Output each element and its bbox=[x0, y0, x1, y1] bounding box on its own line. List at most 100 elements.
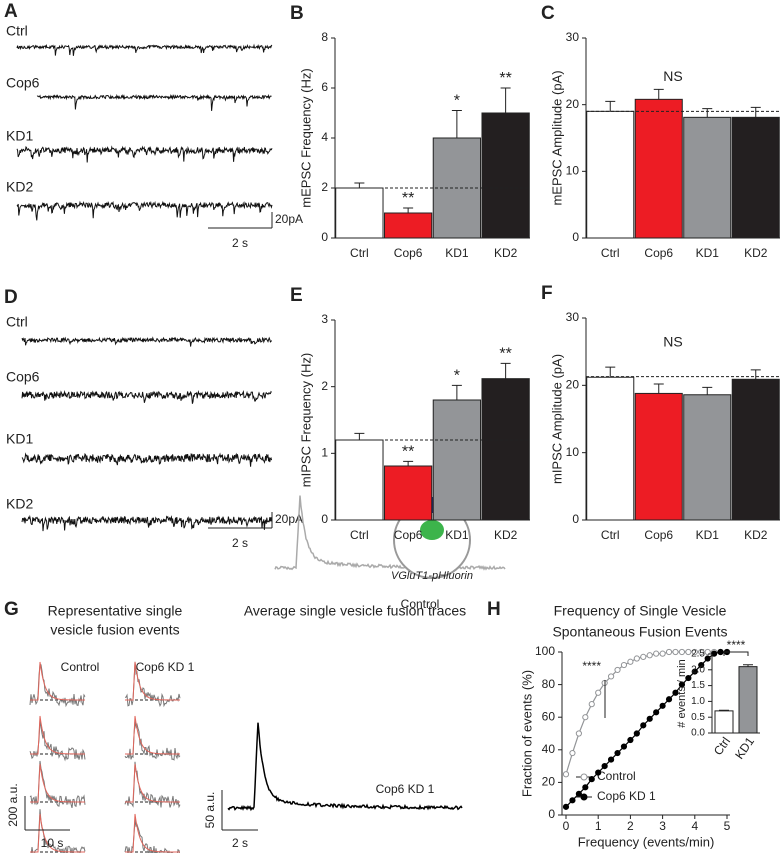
y-tick-label: 1.5 bbox=[691, 680, 705, 691]
bar bbox=[634, 392, 683, 521]
scale-label: 2 s bbox=[232, 236, 248, 250]
trace-label: KD1 bbox=[6, 431, 33, 447]
point bbox=[646, 715, 653, 722]
trace-label: Ctrl bbox=[6, 314, 28, 330]
fit bbox=[125, 715, 180, 755]
y-tick-label: 0 bbox=[572, 512, 579, 526]
bar bbox=[731, 116, 780, 239]
point bbox=[640, 653, 647, 660]
x-tick-label: Cop6 bbox=[394, 528, 423, 542]
x-tick-label: Ctrl bbox=[350, 528, 369, 542]
error-bar bbox=[702, 386, 713, 395]
point bbox=[704, 655, 711, 662]
point bbox=[678, 681, 686, 688]
panel-label: A bbox=[4, 1, 18, 22]
x-tick-label: Ctrl bbox=[711, 735, 733, 758]
x-tick-label: KD2 bbox=[744, 246, 768, 260]
fit bbox=[30, 763, 85, 803]
y-tick-label: 3 bbox=[321, 312, 328, 326]
x-tick-label: Ctrl bbox=[350, 246, 369, 260]
point bbox=[678, 648, 686, 656]
x-tick-label: KD2 bbox=[494, 246, 518, 260]
x-tick-label: 0 bbox=[563, 819, 570, 833]
trace bbox=[16, 200, 273, 221]
point bbox=[588, 776, 595, 783]
point bbox=[717, 648, 724, 656]
y-axis-title: mIPSC Amplitude (pA) bbox=[549, 354, 564, 484]
scale-label: 50 a.u. bbox=[203, 792, 217, 829]
y-tick-label: 2.0 bbox=[691, 664, 705, 675]
average-trace bbox=[227, 722, 463, 812]
fit bbox=[30, 661, 85, 701]
panel-title: vesicle fusion events bbox=[50, 622, 179, 638]
error-bar bbox=[500, 362, 511, 379]
point bbox=[582, 784, 589, 791]
ph-icon bbox=[420, 520, 444, 540]
point bbox=[659, 702, 666, 709]
point bbox=[582, 714, 589, 721]
bar bbox=[432, 399, 482, 521]
point bbox=[698, 648, 705, 656]
fit bbox=[125, 661, 180, 701]
y-tick-label: 4 bbox=[321, 130, 328, 144]
point bbox=[588, 701, 595, 708]
error-bar bbox=[403, 207, 414, 213]
legend-marker bbox=[580, 793, 588, 801]
x-tick-label: Ctrl bbox=[601, 246, 620, 260]
x-tick-label: KD1 bbox=[696, 528, 720, 542]
point bbox=[633, 730, 640, 737]
bar bbox=[383, 212, 433, 239]
x-tick-label: 4 bbox=[691, 819, 698, 833]
trace bbox=[16, 43, 273, 56]
x-tick-label: KD2 bbox=[744, 528, 768, 542]
y-tick-label: 100 bbox=[535, 644, 555, 658]
panel-label: E bbox=[290, 285, 303, 306]
trace bbox=[21, 514, 273, 532]
y-tick-label: 60 bbox=[542, 709, 556, 723]
x-tick-label: 3 bbox=[659, 819, 666, 833]
point bbox=[640, 722, 647, 729]
bar bbox=[335, 187, 384, 239]
point bbox=[601, 763, 608, 770]
y-tick-label: 1.0 bbox=[691, 696, 705, 707]
x-tick-label: 5 bbox=[724, 819, 731, 833]
scale-label: 2 s bbox=[232, 536, 248, 550]
x-tick-label: 2 bbox=[627, 819, 634, 833]
point bbox=[685, 648, 692, 656]
point bbox=[659, 650, 666, 657]
y-tick-label: 1 bbox=[321, 446, 328, 460]
annotation: NS bbox=[663, 333, 682, 349]
trace-label: Cop6 KD 1 bbox=[376, 782, 435, 796]
fit bbox=[125, 813, 180, 853]
bar bbox=[731, 378, 780, 521]
panel-title: Representative single bbox=[48, 603, 183, 619]
y-tick-label: 2 bbox=[321, 379, 328, 393]
column-label: Cop6 KD 1 bbox=[136, 660, 195, 674]
y-tick-label: 0 bbox=[572, 230, 579, 244]
trace-label: Cop6 bbox=[6, 369, 40, 385]
legend-marker bbox=[580, 773, 588, 781]
error-bar bbox=[451, 110, 462, 138]
error-bar bbox=[451, 384, 462, 400]
trace bbox=[21, 452, 273, 467]
y-tick-label: 20 bbox=[566, 97, 580, 111]
construct-label: VGluT1-pHluorin bbox=[391, 570, 473, 582]
chart-title: Spontaneous Fusion Events bbox=[552, 624, 727, 640]
bar bbox=[586, 110, 635, 239]
panel-label: B bbox=[290, 3, 304, 24]
panel-label: H bbox=[487, 599, 501, 620]
bar bbox=[714, 710, 734, 734]
bar bbox=[683, 394, 732, 521]
chart-title: Frequency of Single Vesicle bbox=[554, 603, 727, 619]
annotation: NS bbox=[663, 68, 682, 84]
y-tick-label: 0 bbox=[321, 512, 328, 526]
x-tick-label: Cop6 bbox=[394, 246, 423, 260]
scale-label: 20pA bbox=[275, 212, 303, 226]
error-bar bbox=[750, 106, 761, 118]
x-tick-label: Cop6 bbox=[644, 246, 673, 260]
point bbox=[595, 689, 602, 696]
point bbox=[653, 650, 660, 657]
panel-label: G bbox=[4, 599, 19, 620]
point bbox=[665, 648, 673, 656]
y-axis-title: mEPSC Frequency (Hz) bbox=[298, 68, 313, 207]
